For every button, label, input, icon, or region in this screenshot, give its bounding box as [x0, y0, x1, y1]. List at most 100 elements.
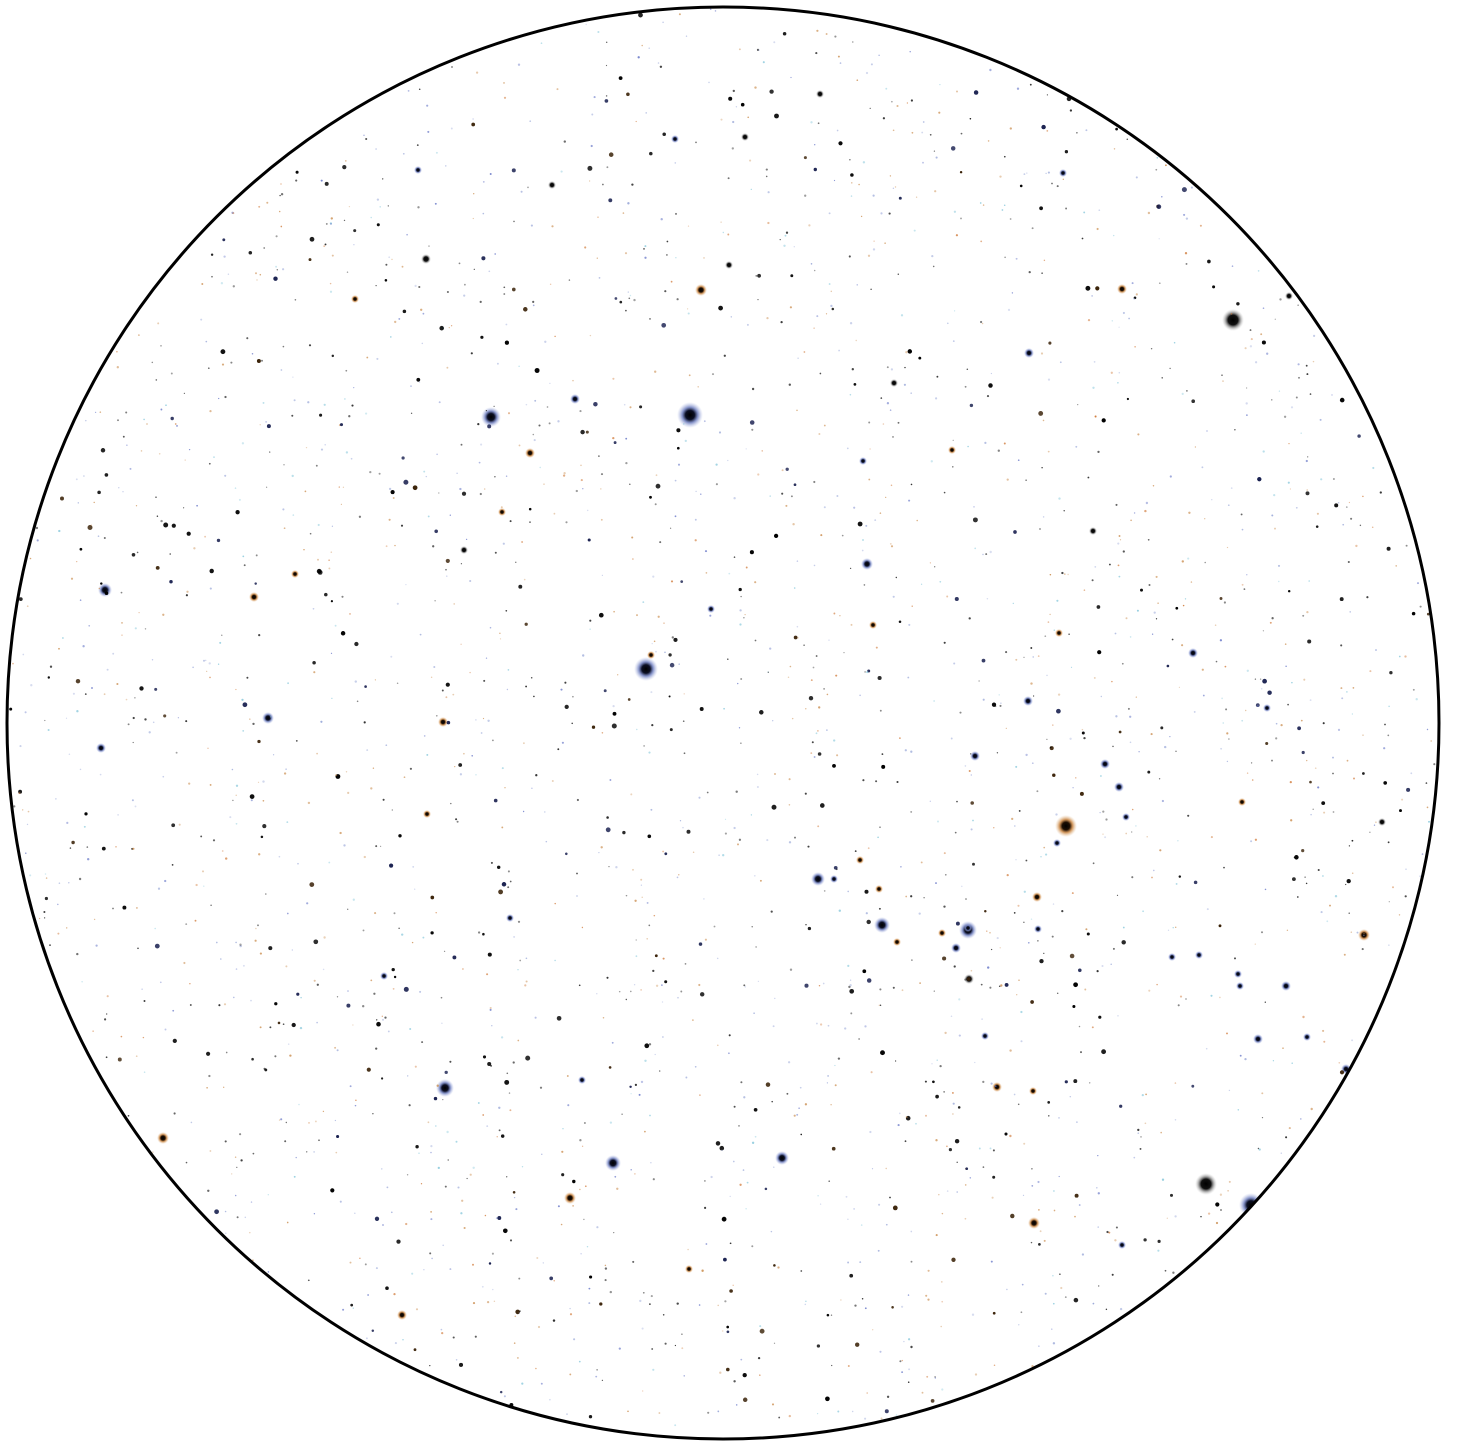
- faint-star: [505, 609, 508, 612]
- faint-star: [445, 568, 447, 571]
- faint-star: [206, 670, 208, 673]
- bright-star: [414, 166, 422, 174]
- faint-star: [862, 161, 866, 164]
- faint-star: [1016, 87, 1020, 90]
- faint-star: [611, 723, 617, 729]
- faint-star: [767, 671, 769, 673]
- faint-star: [283, 464, 285, 466]
- faint-star: [769, 89, 774, 94]
- faint-star: [1426, 806, 1429, 809]
- faint-star: [339, 831, 342, 835]
- faint-star: [1191, 399, 1196, 404]
- faint-star: [936, 1059, 938, 1061]
- faint-star: [579, 410, 582, 413]
- faint-star: [650, 808, 653, 811]
- faint-star: [870, 63, 873, 66]
- faint-star: [926, 1375, 929, 1378]
- faint-star: [1363, 934, 1365, 937]
- faint-star: [1404, 895, 1407, 898]
- faint-star: [157, 322, 160, 325]
- faint-star: [43, 917, 46, 919]
- faint-star: [640, 1080, 644, 1084]
- faint-star: [588, 1287, 591, 1290]
- faint-star: [891, 1306, 894, 1309]
- faint-star: [658, 1070, 661, 1072]
- faint-star: [1144, 1122, 1147, 1125]
- faint-star: [1023, 921, 1025, 923]
- faint-star: [525, 1055, 531, 1061]
- bright-star: [1234, 970, 1242, 978]
- faint-star: [745, 566, 748, 569]
- faint-star: [1362, 734, 1364, 736]
- faint-star: [209, 783, 212, 786]
- faint-star: [183, 961, 186, 965]
- faint-star: [676, 446, 680, 450]
- faint-star: [221, 634, 223, 636]
- faint-star: [411, 1272, 414, 1275]
- faint-star: [724, 832, 727, 835]
- faint-star: [1152, 869, 1155, 872]
- faint-star: [1156, 156, 1159, 159]
- faint-star: [458, 1362, 464, 1367]
- faint-star: [561, 1150, 564, 1153]
- faint-star: [434, 1125, 437, 1127]
- faint-star: [18, 597, 23, 601]
- faint-star: [204, 659, 207, 662]
- faint-star: [363, 134, 365, 137]
- faint-star: [1070, 666, 1073, 669]
- faint-star: [916, 519, 918, 522]
- faint-star: [877, 836, 879, 839]
- faint-star: [98, 587, 100, 590]
- faint-star: [1301, 750, 1305, 755]
- faint-star: [782, 32, 787, 36]
- faint-star: [1038, 410, 1044, 416]
- faint-star: [849, 979, 852, 981]
- faint-star: [907, 676, 910, 679]
- faint-star: [754, 86, 757, 89]
- faint-star: [749, 159, 752, 162]
- faint-star: [251, 353, 254, 355]
- faint-star: [219, 958, 222, 960]
- faint-star: [1005, 651, 1008, 654]
- faint-star: [766, 316, 769, 320]
- faint-star: [1067, 573, 1069, 576]
- faint-star: [259, 273, 262, 276]
- faint-star: [518, 365, 520, 367]
- faint-star: [1165, 164, 1167, 167]
- faint-star: [612, 704, 615, 708]
- bright-star: [481, 407, 501, 427]
- faint-star: [328, 559, 330, 561]
- faint-star: [207, 747, 209, 749]
- faint-star: [1332, 756, 1334, 759]
- faint-star: [231, 768, 234, 771]
- faint-star: [833, 612, 836, 615]
- faint-star: [464, 283, 466, 286]
- faint-star: [223, 1003, 227, 1006]
- faint-star: [471, 122, 476, 127]
- faint-star: [632, 1260, 635, 1263]
- faint-star: [1117, 542, 1120, 545]
- faint-star: [146, 423, 148, 425]
- faint-star: [376, 357, 379, 360]
- faint-star: [1348, 501, 1351, 504]
- faint-star: [791, 717, 794, 720]
- faint-star: [207, 367, 210, 370]
- faint-star: [655, 650, 657, 653]
- faint-star: [532, 304, 535, 307]
- faint-star: [235, 822, 238, 825]
- faint-star: [955, 234, 959, 237]
- faint-star: [900, 865, 902, 868]
- faint-star: [415, 1308, 419, 1311]
- faint-star: [1127, 707, 1130, 710]
- faint-star: [954, 1138, 960, 1144]
- faint-star: [1015, 257, 1018, 260]
- faint-star: [492, 1288, 494, 1291]
- faint-star: [652, 1178, 655, 1181]
- faint-star: [803, 351, 806, 353]
- faint-star: [890, 545, 894, 548]
- faint-star: [1052, 1342, 1056, 1345]
- faint-star: [1258, 1148, 1261, 1151]
- faint-star: [670, 580, 674, 583]
- faint-star: [389, 863, 394, 868]
- faint-star: [935, 156, 938, 159]
